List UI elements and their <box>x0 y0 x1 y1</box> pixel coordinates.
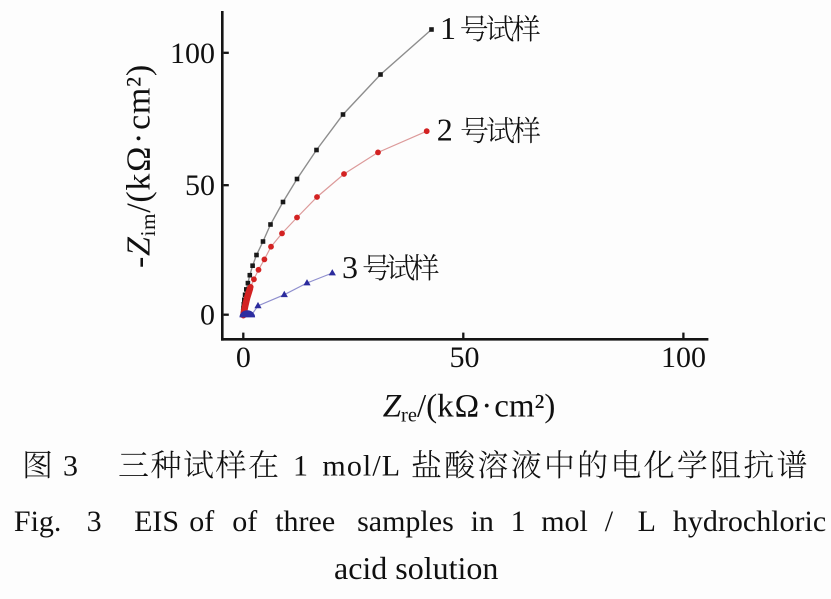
svg-text:2: 2 <box>437 112 453 148</box>
svg-text:50: 50 <box>450 341 480 374</box>
svg-text:-Zim/(kΩ·cm²): -Zim/(kΩ·cm²) <box>121 64 161 268</box>
svg-text:acid solution: acid solution <box>334 550 498 586</box>
svg-text:in: in <box>471 505 494 538</box>
svg-text:three: three <box>275 505 335 538</box>
svg-text:Fig.: Fig. <box>14 505 62 538</box>
svg-text:mol: mol <box>541 505 588 538</box>
svg-text:Zre/(kΩ·cm²): Zre/(kΩ·cm²) <box>383 389 556 427</box>
svg-text:3: 3 <box>342 249 358 285</box>
svg-text:of: of <box>189 505 214 538</box>
svg-text:of: of <box>232 505 257 538</box>
svg-text:mol/L: mol/L <box>322 450 401 483</box>
svg-text:100: 100 <box>661 341 706 374</box>
svg-text:1: 1 <box>440 10 456 46</box>
svg-text:/: / <box>605 505 614 538</box>
svg-text:1: 1 <box>511 505 526 538</box>
svg-text:3: 3 <box>63 450 78 483</box>
svg-text:100: 100 <box>170 37 215 70</box>
svg-text:0: 0 <box>236 341 251 374</box>
svg-text:L: L <box>638 505 656 538</box>
svg-text:1: 1 <box>293 450 308 483</box>
svg-text:samples: samples <box>357 505 454 538</box>
svg-text:hydrochloric: hydrochloric <box>673 505 826 538</box>
svg-text:50: 50 <box>185 169 215 202</box>
svg-text:EIS: EIS <box>134 505 179 538</box>
svg-text:0: 0 <box>200 299 215 332</box>
svg-text:3: 3 <box>87 505 102 538</box>
